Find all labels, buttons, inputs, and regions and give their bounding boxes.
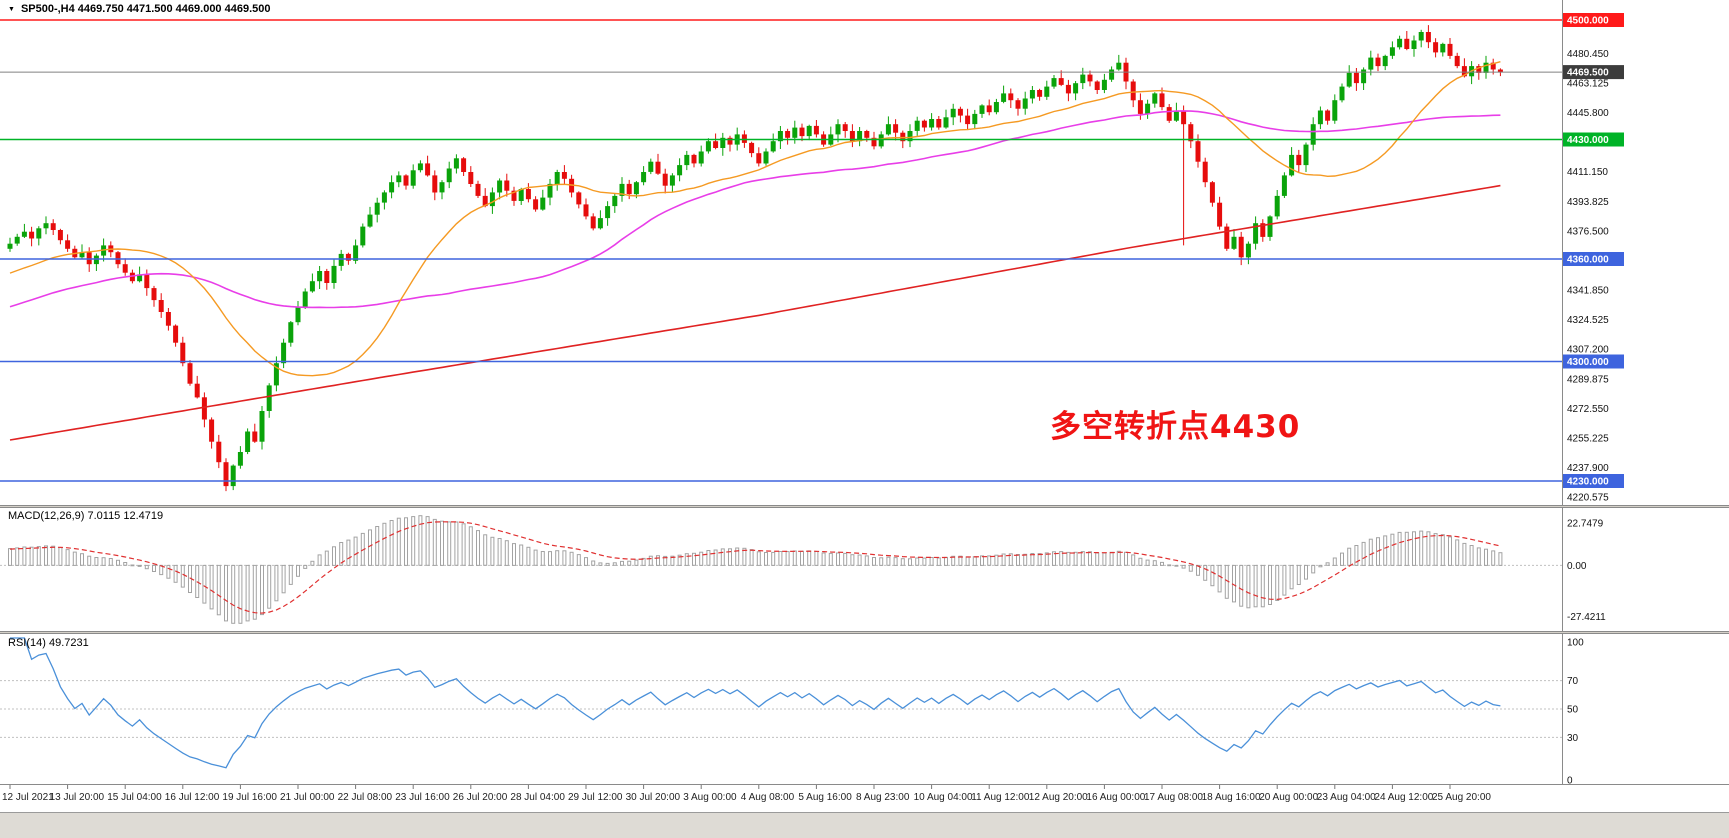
svg-text:16 Jul 12:00: 16 Jul 12:00: [165, 792, 220, 803]
svg-text:4307.200: 4307.200: [1567, 345, 1609, 356]
svg-text:4469.500: 4469.500: [1567, 68, 1609, 79]
ma-slow-line: [9, 184, 1501, 441]
svg-text:50: 50: [1567, 705, 1579, 716]
svg-text:18 Aug 16:00: 18 Aug 16:00: [1202, 792, 1261, 803]
rsi-line: [10, 637, 1501, 769]
price-tag-4430.000: 4430.000: [1563, 132, 1624, 147]
symbol-menu-icon: ▼: [8, 5, 15, 13]
price-axis-area[interactable]: [1562, 0, 1729, 784]
svg-text:4445.800: 4445.800: [1567, 108, 1609, 119]
price-tag-4230.000: 4230.000: [1563, 474, 1624, 488]
chart-annotation[interactable]: 多空转折点4430: [1050, 409, 1301, 445]
svg-text:0.00: 0.00: [1567, 561, 1587, 572]
svg-text:4341.850: 4341.850: [1567, 286, 1609, 297]
panel-splitter-2[interactable]: [0, 631, 1729, 634]
svg-text:4393.825: 4393.825: [1567, 197, 1609, 208]
svg-text:4324.525: 4324.525: [1567, 315, 1609, 326]
svg-text:19 Jul 16:00: 19 Jul 16:00: [222, 792, 277, 803]
svg-text:30 Jul 20:00: 30 Jul 20:00: [626, 792, 681, 803]
svg-text:22.7479: 22.7479: [1567, 518, 1604, 529]
price-tag-4300.000: 4300.000: [1563, 354, 1624, 369]
panel-splitter-1[interactable]: [0, 505, 1729, 508]
svg-text:70: 70: [1567, 676, 1579, 687]
svg-text:11 Aug 12:00: 11 Aug 12:00: [971, 792, 1030, 803]
svg-text:16 Aug 00:00: 16 Aug 00:00: [1086, 792, 1145, 803]
svg-text:4220.575: 4220.575: [1567, 493, 1609, 504]
svg-text:4480.450: 4480.450: [1567, 49, 1609, 60]
rsi-panel: 100 70 50 30 0: [0, 637, 1584, 787]
svg-text:4500.000: 4500.000: [1567, 16, 1609, 27]
rsi-indicator-label: RSI(14) 49.7231: [8, 637, 89, 649]
symbol-ohlc-label: SP500-,H4 4469.750 4471.500 4469.000 446…: [20, 3, 271, 15]
current-price-tag: 4469.500: [1563, 65, 1624, 80]
candles-layer: [7, 25, 1503, 492]
svg-text:15 Jul 04:00: 15 Jul 04:00: [107, 792, 162, 803]
svg-text:5 Aug 16:00: 5 Aug 16:00: [798, 792, 852, 803]
svg-text:24 Aug 12:00: 24 Aug 12:00: [1374, 792, 1433, 803]
svg-text:4272.550: 4272.550: [1567, 404, 1609, 415]
bottom-strip: [0, 812, 1729, 838]
rsi-panel-area[interactable]: [0, 634, 1562, 784]
svg-text:0: 0: [1567, 776, 1573, 787]
svg-text:3 Aug 00:00: 3 Aug 00:00: [683, 792, 737, 803]
svg-text:20 Aug 00:00: 20 Aug 00:00: [1259, 792, 1318, 803]
svg-text:23 Jul 16:00: 23 Jul 16:00: [395, 792, 450, 803]
ma-fast-line: [9, 61, 1501, 377]
main-panel: [0, 19, 1562, 492]
svg-text:4376.500: 4376.500: [1567, 226, 1609, 237]
price-tag-4360.000: 4360.000: [1563, 252, 1624, 266]
svg-text:-27.4211: -27.4211: [1567, 612, 1606, 623]
svg-text:22 Jul 08:00: 22 Jul 08:00: [338, 792, 393, 803]
svg-text:13 Jul 20:00: 13 Jul 20:00: [50, 792, 105, 803]
svg-text:4360.000: 4360.000: [1567, 255, 1609, 266]
svg-text:28 Jul 04:00: 28 Jul 04:00: [510, 792, 565, 803]
svg-text:4411.150: 4411.150: [1567, 167, 1608, 178]
price-tag-4500.000: 4500.000: [1563, 13, 1624, 27]
svg-text:26 Jul 20:00: 26 Jul 20:00: [453, 792, 508, 803]
svg-text:30: 30: [1567, 733, 1579, 744]
macd-indicator-label: MACD(12,26,9) 7.0115 12.4719: [8, 510, 164, 522]
time-axis-area[interactable]: [0, 784, 1729, 812]
svg-text:4289.875: 4289.875: [1567, 374, 1609, 385]
svg-text:100: 100: [1567, 638, 1584, 649]
svg-text:21 Jul 00:00: 21 Jul 00:00: [280, 792, 335, 803]
svg-text:4430.000: 4430.000: [1567, 135, 1609, 146]
svg-text:4237.900: 4237.900: [1567, 463, 1609, 474]
svg-text:17 Aug 08:00: 17 Aug 08:00: [1144, 792, 1203, 803]
svg-text:4463.125: 4463.125: [1567, 78, 1609, 89]
svg-text:25 Aug 20:00: 25 Aug 20:00: [1432, 792, 1491, 803]
svg-text:4300.000: 4300.000: [1567, 357, 1609, 368]
svg-text:4255.225: 4255.225: [1567, 433, 1609, 444]
macd-panel-area[interactable]: [0, 508, 1562, 631]
price-axis: 4480.450 4463.125 4445.800 4411.150 4393.825…: [1562, 0, 1624, 784]
svg-text:12 Aug 20:00: 12 Aug 20:00: [1029, 792, 1088, 803]
svg-text:29 Jul 12:00: 29 Jul 12:00: [568, 792, 623, 803]
chart-title: ▼ SP500-,H4 4469.750 4471.500 4469.000 4…: [8, 3, 271, 15]
svg-text:8 Aug 23:00: 8 Aug 23:00: [856, 792, 910, 803]
svg-text:10 Aug 04:00: 10 Aug 04:00: [914, 792, 973, 803]
svg-text:4230.000: 4230.000: [1567, 476, 1609, 487]
ma-mid-line: [9, 110, 1501, 309]
svg-text:23 Aug 04:00: 23 Aug 04:00: [1317, 792, 1376, 803]
time-axis-labels: 12 Jul 202113 Jul 20:0015 Jul 04:0016 Ju…: [0, 784, 1729, 803]
svg-text:4 Aug 08:00: 4 Aug 08:00: [741, 792, 795, 803]
svg-text:12 Jul 2021: 12 Jul 2021: [2, 792, 54, 803]
main-chart-area[interactable]: [0, 0, 1562, 505]
macd-panel: 22.7479 0.00 -27.4211: [0, 515, 1606, 624]
